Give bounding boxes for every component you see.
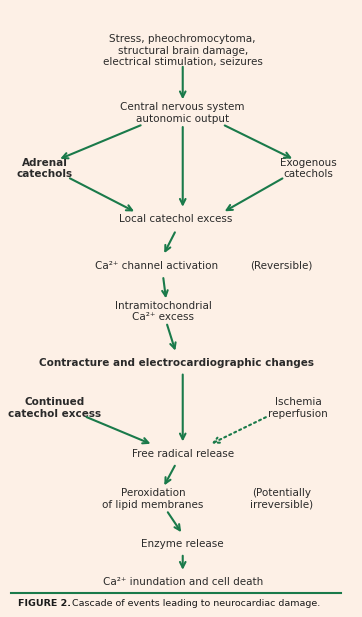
Text: Peroxidation
of lipid membranes: Peroxidation of lipid membranes — [102, 488, 204, 510]
Text: Free radical release: Free radical release — [132, 449, 234, 459]
Text: Central nervous system
autonomic output: Central nervous system autonomic output — [121, 102, 245, 124]
Text: FIGURE 2.: FIGURE 2. — [18, 598, 71, 608]
Text: Continued
catechol excess: Continued catechol excess — [8, 397, 101, 419]
Text: (Reversible): (Reversible) — [251, 260, 313, 270]
Text: Contracture and electrocardiographic changes: Contracture and electrocardiographic cha… — [39, 358, 313, 368]
Text: Exogenous
catechols: Exogenous catechols — [279, 158, 336, 180]
Text: Ca²⁺ inundation and cell death: Ca²⁺ inundation and cell death — [102, 577, 263, 587]
Text: Stress, pheochromocytoma,
structural brain damage,
electrical stimulation, seizu: Stress, pheochromocytoma, structural bra… — [103, 34, 263, 67]
Text: Intramitochondrial
Ca²⁺ excess: Intramitochondrial Ca²⁺ excess — [114, 300, 211, 322]
Text: Local catechol excess: Local catechol excess — [119, 215, 233, 225]
Text: Enzyme release: Enzyme release — [142, 539, 224, 549]
Text: (Potentially
irreversible): (Potentially irreversible) — [250, 488, 313, 510]
Text: Cascade of events leading to neurocardiac damage.: Cascade of events leading to neurocardia… — [69, 598, 320, 608]
Text: Ca²⁺ channel activation: Ca²⁺ channel activation — [95, 260, 218, 270]
Text: Adrenal
catechols: Adrenal catechols — [16, 158, 72, 180]
Text: Ischemia
reperfusion: Ischemia reperfusion — [268, 397, 328, 419]
